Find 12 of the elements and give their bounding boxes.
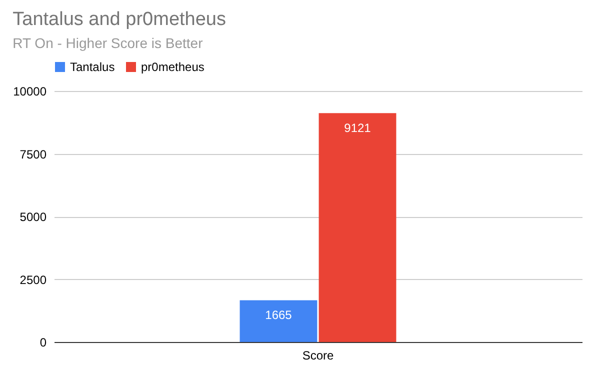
chart-subtitle: RT On - Higher Score is Better <box>12 35 204 51</box>
data-label: 1665 <box>265 308 292 322</box>
y-tick-label: 2500 <box>20 272 47 287</box>
x-tick-label: Score <box>302 348 334 362</box>
y-tick-label: 10000 <box>13 84 47 98</box>
y-tick-label: 5000 <box>20 210 47 224</box>
data-label: 9121 <box>344 121 372 136</box>
legend-label: Tantalus <box>70 60 115 74</box>
chart-title: Tantalus and pr0metheus <box>12 9 226 30</box>
y-tick-label: 7500 <box>20 147 47 162</box>
y-tick-label: 0 <box>40 336 47 350</box>
legend-label: pr0metheus <box>141 60 204 74</box>
